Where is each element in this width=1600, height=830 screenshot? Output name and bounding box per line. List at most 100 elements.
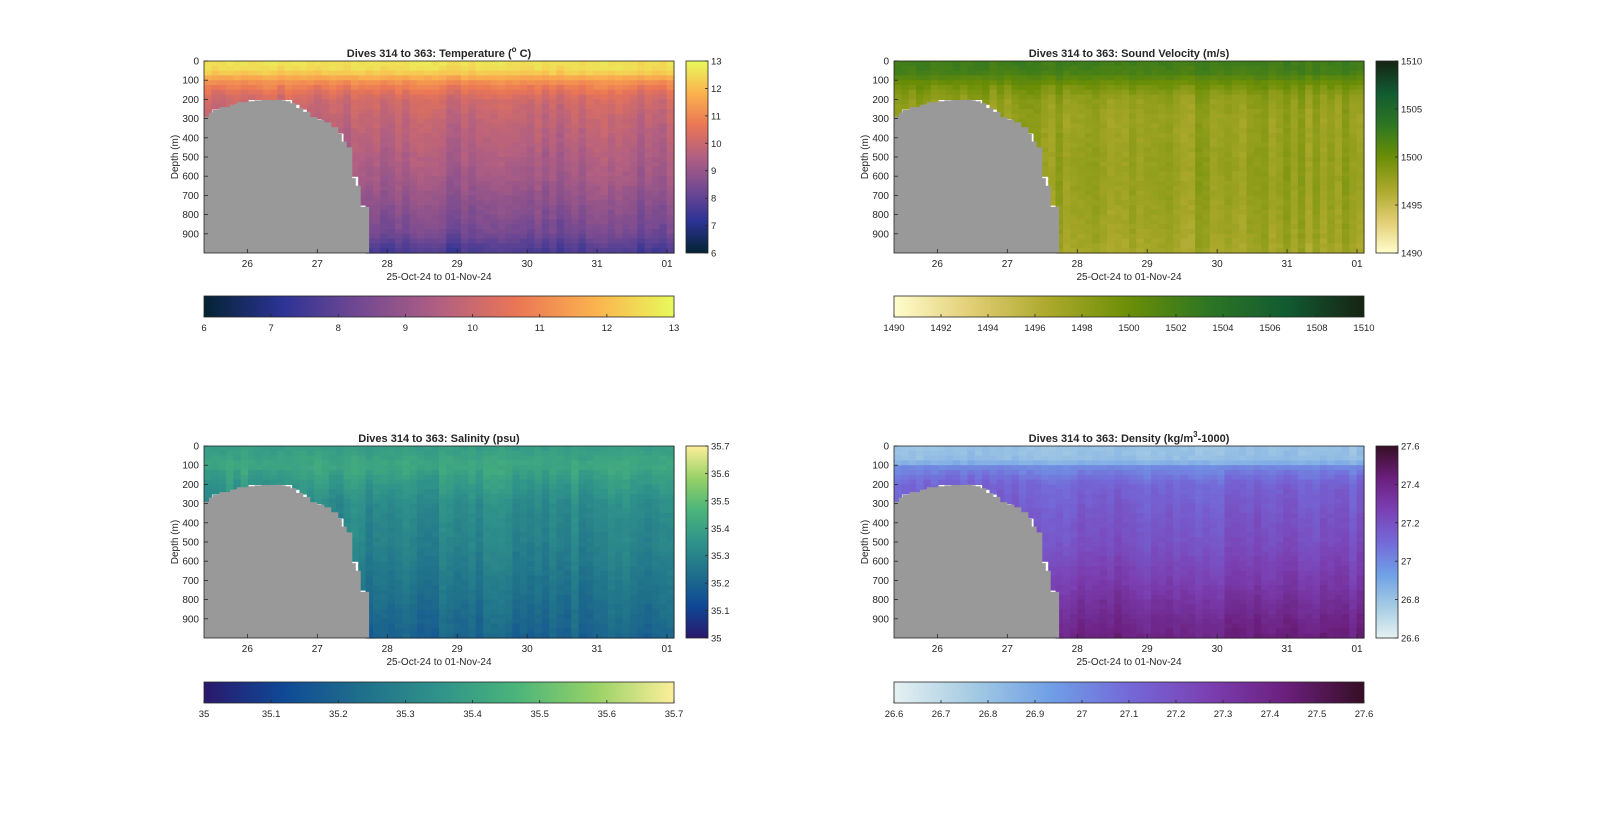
heatmap-cell bbox=[1290, 214, 1299, 220]
heatmap-cell bbox=[527, 85, 536, 91]
heatmap-cell bbox=[1349, 224, 1358, 230]
heatmap-cell bbox=[901, 61, 910, 67]
heatmap-cell bbox=[387, 561, 396, 567]
heatmap-cell bbox=[1187, 113, 1196, 120]
heatmap-cell bbox=[1129, 200, 1137, 206]
heatmap-cell bbox=[923, 65, 932, 72]
heatmap-cell bbox=[1312, 94, 1321, 100]
heatmap-cell bbox=[1290, 61, 1299, 67]
heatmap-cell bbox=[240, 65, 249, 72]
heatmap-cell bbox=[409, 489, 418, 495]
heatmap-cell bbox=[1114, 166, 1123, 172]
heatmap-cell bbox=[666, 181, 675, 187]
heatmap-cell bbox=[1209, 214, 1218, 220]
heatmap-cell bbox=[380, 89, 389, 96]
heatmap-cell bbox=[571, 142, 580, 148]
heatmap-cell bbox=[1158, 243, 1167, 249]
heatmap-cell bbox=[372, 89, 381, 96]
heatmap-cell bbox=[1356, 233, 1365, 240]
heatmap-cell bbox=[644, 238, 653, 244]
heatmap-cell bbox=[439, 470, 447, 476]
heatmap-cell bbox=[1297, 94, 1306, 100]
heatmap-cell bbox=[439, 118, 447, 124]
heatmap-cell bbox=[387, 80, 396, 86]
heatmap-cell bbox=[299, 70, 308, 76]
heatmap-cell bbox=[615, 142, 624, 148]
heatmap-cell bbox=[1283, 233, 1292, 240]
heatmap-cell bbox=[1231, 157, 1240, 163]
heatmap-cell bbox=[923, 99, 932, 105]
heatmap-cell bbox=[380, 585, 389, 591]
heatmap-cell bbox=[402, 604, 411, 610]
heatmap-cell bbox=[409, 513, 418, 519]
heatmap-cell bbox=[615, 152, 624, 158]
heatmap-cell bbox=[1327, 161, 1336, 168]
heatmap-cell bbox=[1077, 200, 1086, 206]
heatmap-cell bbox=[519, 205, 528, 211]
heatmap-cell bbox=[607, 185, 616, 192]
heatmap-cell bbox=[923, 85, 932, 91]
heatmap-cell bbox=[475, 570, 484, 577]
heatmap-cell bbox=[512, 137, 521, 144]
heatmap-cell bbox=[1187, 190, 1196, 196]
heatmap-cell bbox=[967, 80, 976, 86]
heatmap-cell bbox=[1040, 85, 1049, 91]
heatmap-cell bbox=[1341, 200, 1350, 206]
heatmap-cell bbox=[1239, 104, 1248, 110]
heatmap-cell bbox=[1341, 157, 1350, 163]
heatmap-cell bbox=[336, 99, 345, 105]
heatmap-cell bbox=[1106, 209, 1115, 216]
y-tick-label: 100 bbox=[182, 76, 199, 87]
heatmap-cell bbox=[1356, 128, 1365, 134]
heatmap-cell bbox=[387, 94, 396, 100]
heatmap-cell bbox=[1158, 205, 1167, 211]
heatmap-cell bbox=[659, 80, 668, 86]
heatmap-cell bbox=[629, 248, 638, 254]
heatmap-cell bbox=[468, 166, 477, 172]
heatmap-cell bbox=[483, 494, 491, 500]
heatmap-cell bbox=[416, 176, 425, 182]
heatmap-cell bbox=[541, 157, 550, 163]
heatmap-cell bbox=[1173, 200, 1181, 206]
heatmap-cell bbox=[204, 109, 212, 115]
heatmap-cell bbox=[571, 157, 580, 163]
heatmap-cell bbox=[446, 633, 455, 639]
heatmap-cell bbox=[1114, 147, 1123, 153]
heatmap-cell bbox=[527, 118, 536, 124]
heatmap-cell bbox=[1077, 104, 1086, 110]
heatmap-cell bbox=[490, 465, 499, 471]
heatmap-cell bbox=[512, 229, 521, 235]
heatmap-cell bbox=[1283, 80, 1292, 86]
heatmap-cell bbox=[1077, 219, 1086, 225]
heatmap-cell bbox=[512, 190, 521, 196]
heatmap-cell bbox=[321, 70, 330, 76]
heatmap-cell bbox=[519, 233, 528, 240]
heatmap-cell bbox=[1136, 80, 1145, 86]
heatmap-cell bbox=[1143, 195, 1152, 201]
heatmap-cell bbox=[651, 104, 660, 110]
heatmap-cell bbox=[365, 455, 374, 461]
heatmap-cell bbox=[431, 599, 440, 605]
heatmap-cell bbox=[402, 142, 411, 148]
heatmap-cell bbox=[328, 75, 337, 81]
heatmap-cell bbox=[380, 65, 389, 72]
heatmap-cell bbox=[1209, 94, 1218, 100]
heatmap-cell bbox=[211, 65, 220, 72]
heatmap-cell bbox=[468, 623, 477, 629]
heatmap-cell bbox=[490, 161, 499, 168]
heatmap-cell bbox=[637, 157, 646, 163]
heatmap-cell bbox=[1349, 89, 1358, 96]
heatmap-cell bbox=[416, 209, 425, 216]
heatmap-cell bbox=[424, 465, 433, 471]
heatmap-cell bbox=[1187, 142, 1196, 148]
heatmap-cell bbox=[615, 181, 624, 187]
heatmap-cell bbox=[930, 75, 939, 81]
heatmap-cell bbox=[1055, 75, 1064, 81]
heatmap-cell bbox=[416, 118, 425, 124]
heatmap-cell bbox=[1305, 113, 1314, 120]
heatmap-cell bbox=[453, 205, 462, 211]
heatmap-cell bbox=[365, 214, 374, 220]
heatmap-cell bbox=[328, 113, 337, 120]
heatmap-cell bbox=[1195, 85, 1204, 91]
